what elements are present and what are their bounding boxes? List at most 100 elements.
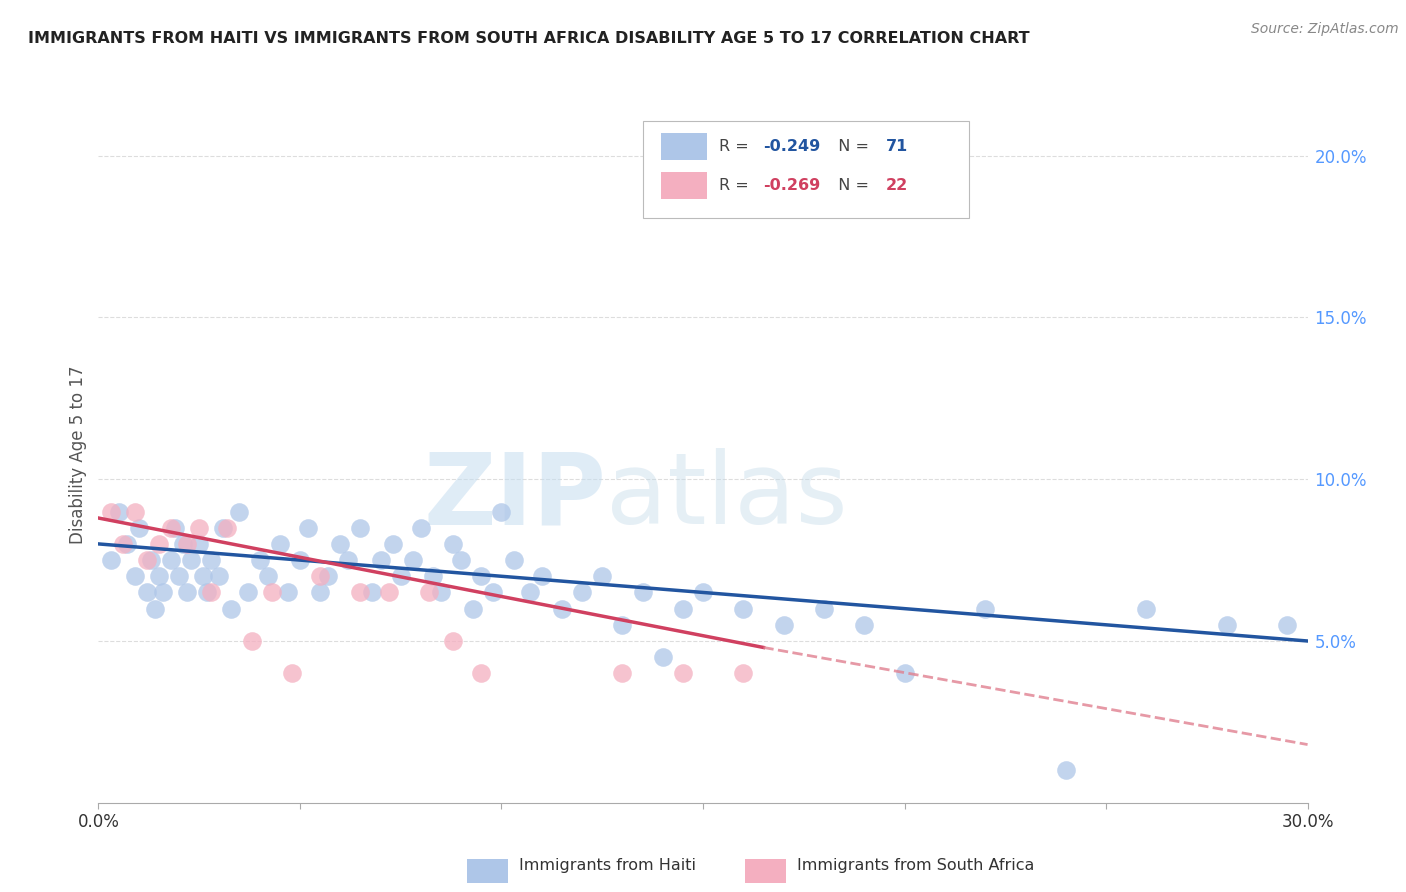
Text: IMMIGRANTS FROM HAITI VS IMMIGRANTS FROM SOUTH AFRICA DISABILITY AGE 5 TO 17 COR: IMMIGRANTS FROM HAITI VS IMMIGRANTS FROM…: [28, 31, 1029, 46]
Point: [853, 617, 876, 632]
Point: [288, 553, 311, 567]
Point: [316, 569, 339, 583]
Point: [377, 585, 399, 599]
Point: [195, 585, 218, 599]
Point: [148, 537, 170, 551]
Point: [974, 601, 997, 615]
Text: 71: 71: [886, 139, 908, 154]
Point: [256, 569, 278, 583]
Point: [208, 569, 231, 583]
Point: [217, 521, 239, 535]
Point: [100, 553, 122, 567]
Point: [176, 585, 198, 599]
Point: [402, 553, 425, 567]
Point: [180, 553, 202, 567]
Point: [309, 569, 332, 583]
Point: [124, 569, 146, 583]
Point: [381, 537, 404, 551]
Text: -0.269: -0.269: [763, 178, 821, 194]
Point: [893, 666, 915, 681]
Text: N =: N =: [828, 178, 873, 194]
Point: [530, 569, 553, 583]
Point: [1054, 764, 1077, 778]
Point: [409, 521, 432, 535]
Point: [135, 585, 157, 599]
Point: [519, 585, 541, 599]
Point: [631, 585, 654, 599]
Point: [107, 504, 129, 518]
Text: atlas: atlas: [606, 448, 848, 545]
Point: [441, 634, 464, 648]
Point: [612, 617, 634, 632]
Point: [212, 521, 235, 535]
Point: [172, 537, 194, 551]
Point: [152, 585, 174, 599]
Point: [591, 569, 613, 583]
Point: [692, 585, 714, 599]
Point: [370, 553, 392, 567]
Point: [100, 504, 122, 518]
Point: [772, 617, 794, 632]
Point: [349, 585, 371, 599]
Point: [651, 650, 673, 665]
Point: [491, 504, 513, 518]
Point: [167, 569, 190, 583]
Point: [281, 666, 304, 681]
Point: [221, 601, 243, 615]
Point: [463, 601, 485, 615]
Point: [240, 634, 263, 648]
Text: R =: R =: [718, 178, 754, 194]
Point: [269, 537, 291, 551]
Point: [176, 537, 198, 551]
Point: [115, 537, 138, 551]
Point: [124, 504, 146, 518]
Point: [135, 553, 157, 567]
Text: Source: ZipAtlas.com: Source: ZipAtlas.com: [1251, 22, 1399, 37]
Point: [309, 585, 332, 599]
Point: [672, 666, 695, 681]
Point: [482, 585, 505, 599]
Point: [441, 537, 464, 551]
Point: [1216, 617, 1239, 632]
Point: [236, 585, 259, 599]
Text: 22: 22: [886, 178, 908, 194]
Point: [672, 601, 695, 615]
Text: -0.249: -0.249: [763, 139, 821, 154]
Point: [111, 537, 134, 551]
Point: [502, 553, 524, 567]
Point: [163, 521, 186, 535]
Point: [361, 585, 384, 599]
FancyBboxPatch shape: [661, 134, 707, 160]
Point: [143, 601, 166, 615]
Point: [160, 553, 183, 567]
Y-axis label: Disability Age 5 to 17: Disability Age 5 to 17: [69, 366, 87, 544]
Point: [813, 601, 835, 615]
Point: [188, 521, 211, 535]
Point: [297, 521, 319, 535]
Point: [612, 666, 634, 681]
Text: ZIP: ZIP: [423, 448, 606, 545]
Point: [139, 553, 162, 567]
Point: [571, 585, 593, 599]
Point: [470, 666, 492, 681]
Point: [200, 553, 222, 567]
Point: [733, 601, 755, 615]
Point: [349, 521, 371, 535]
Point: [249, 553, 271, 567]
Point: [733, 666, 755, 681]
Text: Immigrants from Haiti: Immigrants from Haiti: [519, 858, 696, 873]
FancyBboxPatch shape: [661, 172, 707, 199]
Point: [1277, 617, 1299, 632]
Point: [422, 569, 444, 583]
FancyBboxPatch shape: [467, 859, 509, 883]
Point: [160, 521, 183, 535]
Point: [188, 537, 211, 551]
Point: [389, 569, 412, 583]
Text: Immigrants from South Africa: Immigrants from South Africa: [797, 858, 1035, 873]
Point: [260, 585, 283, 599]
Point: [193, 569, 215, 583]
Point: [470, 569, 492, 583]
Point: [1135, 601, 1157, 615]
Point: [128, 521, 150, 535]
Point: [450, 553, 472, 567]
